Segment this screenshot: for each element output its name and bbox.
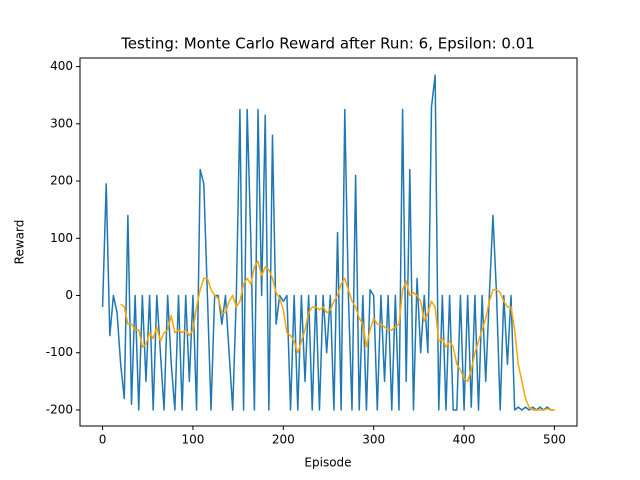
series-line xyxy=(120,260,555,411)
y-tick-label: 0 xyxy=(65,288,73,302)
y-tick-label: 300 xyxy=(50,116,73,130)
y-tick-label: 400 xyxy=(50,59,73,73)
x-tick-label: 0 xyxy=(99,433,107,447)
y-axis-label: Reward xyxy=(13,220,27,265)
x-tick-label: 400 xyxy=(453,433,476,447)
y-tick-label: 100 xyxy=(50,231,73,245)
y-tick-label: -200 xyxy=(46,402,73,416)
x-tick-label: 300 xyxy=(362,433,385,447)
x-tick-label: 200 xyxy=(272,433,295,447)
x-axis-label: Episode xyxy=(304,456,351,470)
chart-title: Testing: Monte Carlo Reward after Run: 6… xyxy=(120,35,535,53)
x-tick-label: 100 xyxy=(182,433,205,447)
y-tick-label: -100 xyxy=(46,345,73,359)
y-tick-label: 200 xyxy=(50,174,73,188)
plot-frame xyxy=(79,57,578,427)
series-line xyxy=(101,74,555,411)
x-tick-label: 500 xyxy=(543,433,566,447)
